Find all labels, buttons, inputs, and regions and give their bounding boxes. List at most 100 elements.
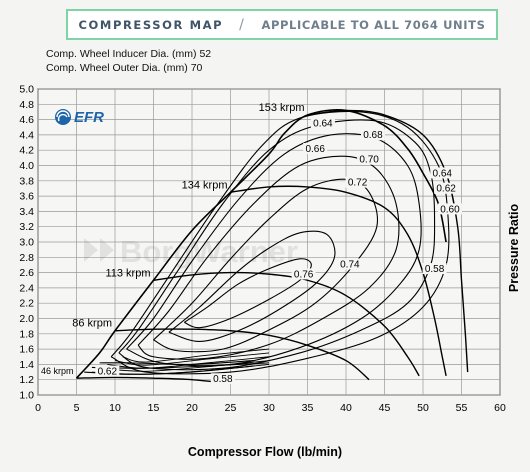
x-tick-label: 50 — [417, 402, 429, 414]
y-tick-label: 2.0 — [19, 313, 34, 325]
efficiency-label-bg — [291, 268, 316, 280]
y-tick-label: 4.2 — [19, 145, 34, 157]
x-tick-label: 45 — [379, 402, 391, 414]
speed-line-label: 86 krpm — [72, 318, 112, 330]
y-tick-label: 4.8 — [19, 99, 34, 111]
x-axis-label: Compressor Flow (lb/min) — [188, 445, 342, 459]
efficiency-label: 0.74 — [340, 259, 360, 270]
y-tick-label: 3.2 — [19, 221, 34, 233]
y-tick-label: 3.0 — [19, 237, 34, 249]
map-subtitle: APPLICABLE TO ALL 7064 UNITS — [261, 17, 486, 32]
efficiency-label-bg — [303, 142, 328, 154]
y-tick-label: 1.2 — [19, 374, 34, 386]
efficiency-island-076 — [183, 258, 312, 329]
speed-line-46-krpm — [76, 376, 231, 385]
y-tick-label: 3.8 — [19, 175, 34, 187]
efficiency-label-bg — [345, 176, 370, 188]
x-tick-label: 20 — [186, 402, 198, 414]
spec-outer-value: 70 — [190, 62, 203, 74]
efficiency-label: 0.64 — [313, 119, 333, 130]
watermark-mark-icon — [84, 238, 114, 262]
speed-line-label: 46 krpm — [41, 366, 74, 376]
axis-ticks: 0 5 10 15 20 25 30 35 40 45 50 55 60 1.0 1.2 1.4 1.6 1.8 2… — [19, 84, 506, 415]
efficiency-label-bg — [310, 117, 335, 129]
speed-line-86-krpm — [114, 328, 370, 381]
efficiency-label: 0.60 — [440, 204, 460, 215]
y-tick-label: 2.2 — [19, 298, 34, 310]
x-tick-label: 0 — [35, 402, 41, 414]
efficiency-island-074 — [168, 230, 336, 343]
efficiency-contour-low — [107, 356, 270, 369]
speed-line-label: 113 krpm — [105, 267, 150, 279]
efficiency-contour-low — [114, 352, 270, 366]
x-tick-label: 15 — [148, 402, 160, 414]
y-tick-label: 2.4 — [19, 282, 34, 294]
efr-logo-text: EFR — [74, 109, 104, 126]
speed-line-134-krpm — [230, 185, 447, 377]
x-tick-label: 30 — [263, 402, 275, 414]
y-tick-label: 4.0 — [19, 160, 34, 172]
efficiency-label: 0.58 — [425, 264, 445, 275]
efficiency-label-bg — [437, 203, 462, 215]
efficiency-label-bg — [430, 167, 455, 179]
y-tick-label: 2.8 — [19, 252, 34, 264]
efficiency-label: 0.66 — [305, 144, 325, 155]
efficiency-island-072 — [153, 178, 378, 353]
efficiency-label-bg — [95, 365, 120, 377]
efficiency-label: 0.76 — [294, 269, 314, 280]
map-title: COMPRESSOR MAP — [78, 17, 224, 32]
y-tick-label: 1.8 — [19, 328, 34, 340]
x-tick-label: 25 — [225, 402, 237, 414]
x-tick-label: 55 — [456, 402, 468, 414]
header-banner: COMPRESSOR MAP / APPLICABLE TO ALL 7064 … — [66, 9, 498, 40]
speed-line-label: 153 krpm — [259, 102, 305, 114]
efficiency-label-bg — [337, 258, 362, 270]
y-tick-label: 3.6 — [19, 191, 34, 203]
speed-line-label: 134 krpm — [182, 179, 228, 191]
efficiency-label: 0.70 — [359, 155, 379, 166]
efficiency-label: 0.68 — [363, 130, 383, 141]
surge-line — [75, 109, 447, 379]
efficiency-island-068 — [126, 133, 422, 367]
y-axis-label: Pressure Ratio — [507, 204, 521, 293]
y-tick-label: 1.0 — [19, 390, 34, 402]
y-tick-label: 1.4 — [19, 359, 34, 371]
efficiency-label-bg — [422, 263, 447, 275]
speed-line-113-krpm — [153, 271, 420, 377]
efficiency-island-070 — [137, 155, 400, 360]
title-separator: / — [239, 16, 246, 33]
efficiency-label-bg — [360, 129, 385, 141]
efficiency-label-bg — [357, 153, 382, 165]
efficiency-label: 0.72 — [348, 178, 368, 189]
efficiency-label: 0.62 — [436, 184, 456, 195]
x-tick-label: 10 — [109, 402, 121, 414]
x-tick-label: 60 — [494, 402, 506, 414]
map-labels: 46 krpm 86 krpm 113 krpm 134 krpm 153 krpm 0.… — [41, 102, 462, 385]
spec-outer-label: Comp. Wheel Outer Dia. (mm) — [46, 62, 188, 74]
spec-inducer-value: 52 — [199, 48, 212, 60]
watermark: BorgWarner — [84, 234, 298, 269]
efficiency-label-bg — [434, 182, 459, 194]
x-tick-label: 35 — [302, 402, 314, 414]
x-tick-label: 40 — [340, 402, 352, 414]
efficiency-contour-low — [122, 348, 270, 363]
y-tick-label: 4.4 — [19, 129, 34, 141]
y-tick-label: 4.6 — [19, 114, 34, 126]
watermark-text: BorgWarner — [120, 234, 298, 269]
map-curves — [75, 109, 469, 385]
efficiency-label-bg — [210, 373, 235, 385]
spec-inducer: Comp. Wheel Inducer Dia. (mm) 52 — [46, 48, 211, 60]
y-tick-label: 5.0 — [19, 84, 34, 96]
efficiency-label: 0.64 — [433, 168, 453, 179]
y-tick-label: 3.4 — [19, 206, 34, 218]
y-tick-label: 2.6 — [19, 267, 34, 279]
efficiency-label: 0.58 — [213, 374, 233, 385]
spec-inducer-label: Comp. Wheel Inducer Dia. (mm) — [46, 48, 197, 60]
x-tick-label: 5 — [74, 402, 80, 414]
efr-logo-swirl-lines — [56, 110, 70, 122]
efficiency-label: 0.62 — [98, 367, 118, 378]
efficiency-island-064 — [110, 110, 450, 375]
efr-logo: EFR — [55, 109, 104, 126]
spec-outer: Comp. Wheel Outer Dia. (mm) 70 — [46, 62, 202, 74]
